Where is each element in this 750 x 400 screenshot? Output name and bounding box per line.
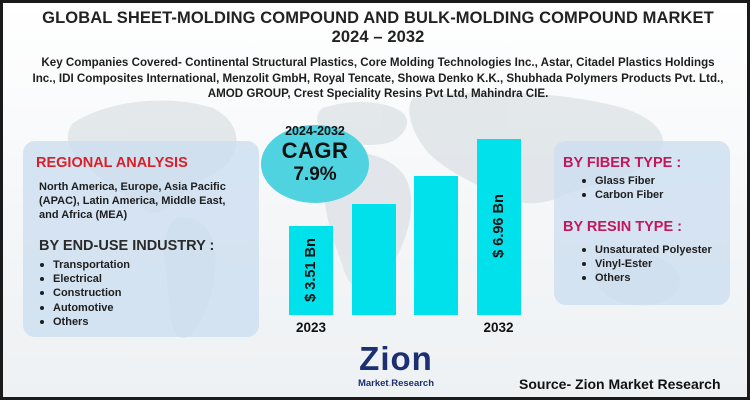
- regional-analysis-text: North America, Europe, Asia Pacific (APA…: [39, 181, 226, 221]
- cagr-bubble: [261, 125, 369, 203]
- list-item: Automotive: [37, 301, 130, 315]
- resin-type-heading: BY RESIN TYPE :: [563, 219, 682, 235]
- bar-value-label: $ 6.96 Bn: [490, 194, 507, 258]
- list-item: Electrical: [37, 272, 130, 286]
- list-item: Others: [579, 271, 712, 285]
- logo-sub-right: Research: [391, 378, 435, 389]
- end-use-list: Transportation Electrical Construction A…: [37, 258, 130, 329]
- chart-bar: [289, 226, 333, 315]
- fiber-type-list: Glass Fiber Carbon Fiber: [579, 174, 663, 202]
- bar-value-label: $ 3.51 Bn: [303, 237, 319, 302]
- list-item: Glass Fiber: [579, 174, 663, 188]
- chart-bar: [414, 175, 458, 315]
- page-title: GLOBAL SHEET-MOLDING COMPOUND AND BULK-M…: [3, 9, 747, 47]
- list-item: Unsaturated Polyester: [579, 243, 712, 257]
- regional-analysis-heading: REGIONAL ANALYSIS: [36, 155, 188, 171]
- source-text: Source- Zion Market Research: [519, 376, 721, 392]
- list-item: Vinyl-Ester: [579, 257, 712, 271]
- chart-bar: [351, 203, 396, 315]
- title-main: GLOBAL SHEET-MOLDING COMPOUND AND BULK-M…: [42, 9, 714, 27]
- key-companies-text: Key Companies Covered- Continental Struc…: [32, 56, 724, 100]
- zion-logo: Zion Market.Research: [341, 340, 451, 397]
- logo-sub-left: Market: [357, 378, 389, 389]
- cagr-years: 2024-2032: [285, 124, 345, 138]
- list-item: Carbon Fiber: [579, 188, 663, 202]
- x-tick-label: 2023: [295, 320, 327, 335]
- list-item: Construction: [37, 286, 130, 300]
- chart-bar: [476, 138, 521, 315]
- resin-type-list: Unsaturated Polyester Vinyl-Ester Others: [579, 243, 712, 286]
- title-years: 2024 – 2032: [331, 28, 425, 46]
- cagr-value: 7.9%: [293, 164, 337, 185]
- end-use-heading: BY END-USE INDUSTRY :: [39, 238, 215, 254]
- list-item: Others: [37, 315, 130, 329]
- cagr-label: CAGR: [281, 138, 349, 163]
- fiber-type-heading: BY FIBER TYPE :: [563, 155, 682, 171]
- list-item: Transportation: [37, 258, 130, 272]
- x-tick-label: 2032: [483, 320, 514, 335]
- left-segment-card: [23, 141, 259, 337]
- logo-subtext: Market.Research: [357, 378, 435, 389]
- logo-main-text: Zion: [359, 340, 433, 377]
